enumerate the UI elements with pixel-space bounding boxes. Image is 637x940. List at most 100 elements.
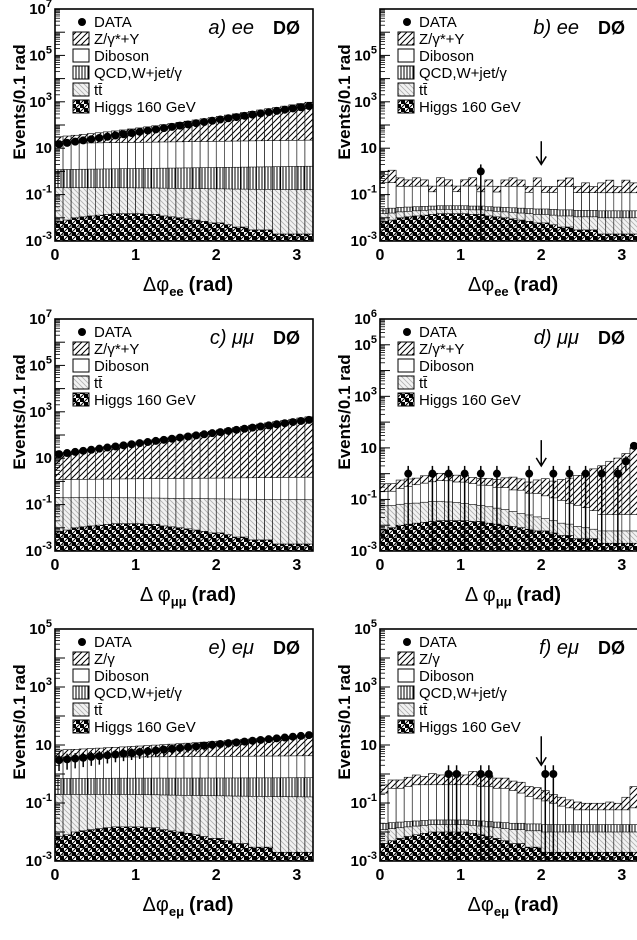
data-point bbox=[256, 735, 265, 744]
legend-swatch bbox=[72, 375, 90, 390]
bar bbox=[127, 826, 136, 862]
data-point bbox=[119, 441, 128, 450]
data-point bbox=[79, 753, 88, 762]
y-tick-label: 107 bbox=[29, 308, 52, 328]
data-point bbox=[288, 418, 297, 427]
cut-arrow bbox=[535, 440, 547, 468]
bar bbox=[516, 219, 526, 242]
bar bbox=[629, 233, 637, 242]
bar bbox=[452, 520, 461, 552]
plot-area: 0 1 2 3 10-3 10-1 10 103 105 107 DATAZ/γ*+YDiboson… bbox=[26, 0, 314, 264]
svg-text:Δ φμμ(rad): Δ φμμ (rad) bbox=[140, 584, 236, 609]
x-axis-label: Δφee (rad) bbox=[143, 274, 233, 299]
legend-entry-zgamma: Z/γ*+Y bbox=[397, 341, 464, 358]
x-axis-label: Δ φμμ (rad) bbox=[465, 584, 561, 609]
data-point bbox=[280, 419, 289, 428]
data-point bbox=[565, 469, 574, 478]
legend-entry-ttbar: tt̄ bbox=[397, 82, 428, 99]
legend-label: tt̄ bbox=[419, 702, 428, 719]
legend-label: Z/γ*+Y bbox=[419, 341, 464, 358]
panel-channel: ee bbox=[232, 17, 254, 39]
bar bbox=[240, 536, 249, 552]
bar bbox=[183, 218, 193, 242]
svg-text:f) eμ: f) eμ bbox=[539, 637, 579, 659]
bar bbox=[540, 530, 550, 552]
legend-entry-higgs: Higgs 160 GeV bbox=[72, 392, 196, 409]
x-tick-label: 3 bbox=[617, 557, 626, 574]
plot-area: 0 1 2 3 10-3 10-1 10 103 105 106 DATAZ/γ*+YDiboson… bbox=[351, 308, 637, 574]
bar bbox=[540, 222, 550, 242]
bar bbox=[605, 542, 615, 552]
y-tick-label: 106 bbox=[354, 308, 377, 328]
experiment-label: DØ bbox=[273, 638, 300, 658]
data-point bbox=[296, 416, 305, 425]
legend-swatch bbox=[397, 719, 415, 734]
data-point bbox=[200, 430, 209, 439]
data-point bbox=[87, 445, 96, 454]
bar bbox=[191, 834, 201, 862]
legend-label: tt̄ bbox=[94, 375, 103, 392]
bar bbox=[296, 796, 306, 862]
legend-swatch bbox=[72, 651, 90, 666]
plot-area: 0 1 2 3 10-3 10-1 10 103 105 DATAZ/γ*+YDibosonQCD… bbox=[351, 8, 637, 264]
x-tick-label: 1 bbox=[131, 557, 140, 574]
legend-label: Diboson bbox=[94, 358, 149, 375]
legend-marker bbox=[78, 18, 86, 26]
x-axis: 0 1 2 3 bbox=[51, 541, 314, 574]
bar bbox=[428, 214, 437, 242]
legend-swatch bbox=[72, 341, 90, 356]
legend-entry-data: DATA bbox=[403, 324, 457, 341]
bar bbox=[183, 528, 193, 552]
x-tick-label: 3 bbox=[292, 867, 301, 884]
bar bbox=[516, 527, 526, 552]
bar bbox=[86, 525, 96, 552]
panel-e: 0 1 2 3 10-3 10-1 10 103 105 DATAZ/γDibosonQCD,W+… bbox=[10, 618, 314, 919]
bar bbox=[95, 524, 104, 552]
x-axis-label-subscript: ee bbox=[494, 284, 508, 299]
data-point bbox=[280, 733, 289, 742]
bar bbox=[280, 499, 290, 552]
data-point bbox=[525, 469, 534, 478]
bar bbox=[621, 851, 631, 862]
data-point bbox=[248, 736, 257, 745]
data-point bbox=[135, 748, 144, 757]
data-point bbox=[208, 740, 217, 749]
bar bbox=[78, 526, 88, 552]
x-tick-label: 3 bbox=[617, 867, 626, 884]
cut-arrow bbox=[535, 141, 547, 166]
y-tick-label: 107 bbox=[29, 0, 52, 18]
data-point bbox=[208, 116, 217, 125]
bar bbox=[151, 214, 161, 242]
bar bbox=[288, 543, 298, 552]
legend-label: Z/γ*+Y bbox=[94, 341, 139, 358]
bar bbox=[240, 843, 249, 862]
data-point bbox=[444, 770, 453, 778]
y-axis-label: Events/0.1 rad bbox=[335, 44, 354, 159]
data-point bbox=[184, 120, 193, 129]
data-point bbox=[476, 167, 485, 176]
legend-entry-diboson: Diboson bbox=[397, 668, 474, 685]
data-point bbox=[621, 457, 630, 466]
bar bbox=[403, 216, 413, 242]
bar bbox=[256, 229, 265, 242]
panel-channel: ee bbox=[557, 17, 579, 39]
legend-entry-diboson: Diboson bbox=[72, 358, 149, 375]
bar bbox=[143, 214, 153, 242]
legend-swatch bbox=[397, 358, 415, 373]
svg-text:e) eμ: e) eμ bbox=[209, 637, 254, 659]
y-tick-label: 10-1 bbox=[26, 184, 52, 204]
data-point bbox=[484, 770, 493, 778]
bar bbox=[207, 532, 217, 552]
legend-marker bbox=[78, 638, 86, 646]
x-tick-label: 1 bbox=[456, 247, 465, 264]
bar bbox=[379, 221, 389, 242]
bar bbox=[54, 836, 64, 862]
experiment-label: DØ bbox=[598, 638, 625, 658]
y-tick-label: 103 bbox=[29, 91, 52, 111]
data-point bbox=[232, 113, 241, 122]
data-point bbox=[296, 731, 305, 740]
y-tick-label: 10-3 bbox=[351, 540, 377, 560]
y-axis-label: Events/0.1 rad bbox=[10, 44, 29, 159]
data-point bbox=[119, 749, 128, 758]
